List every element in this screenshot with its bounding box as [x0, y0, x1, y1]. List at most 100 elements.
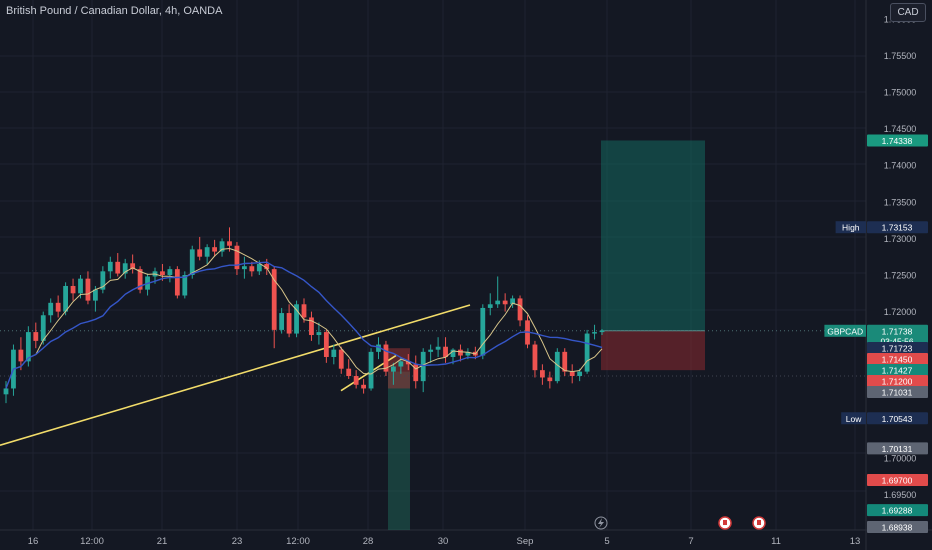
candle-body: [197, 249, 203, 257]
candle-body: [40, 315, 46, 341]
candle-body: [227, 241, 232, 246]
candle-body: [331, 349, 337, 357]
candle-body: [93, 289, 98, 301]
candle-body: [562, 351, 568, 372]
candle-body: [212, 247, 217, 252]
candle-body: [413, 364, 419, 382]
long-target-zone: [601, 140, 705, 331]
candle-body: [338, 349, 344, 369]
price-label-value: 1.70131: [882, 444, 913, 454]
candle-body: [18, 349, 24, 362]
price-label-level: 1.69288: [867, 504, 928, 517]
y-tick-label: 1.72000: [884, 307, 917, 317]
x-tick-label: 23: [232, 536, 243, 547]
candle-body: [383, 344, 389, 372]
price-label-box: [867, 221, 928, 234]
price-label-countdown: 03:45:56: [880, 336, 913, 346]
candle-body: [219, 241, 225, 252]
candle-body: [25, 332, 31, 362]
price-label-box: [867, 342, 928, 354]
candle-body: [405, 361, 411, 365]
candle-body: [182, 275, 188, 296]
flag-canada-icon-2[interactable]: [752, 516, 766, 530]
x-tick-label: 12:00: [286, 536, 310, 547]
candle-body: [294, 304, 299, 334]
candle-body: [502, 300, 508, 305]
long-stop-zone: [601, 330, 705, 371]
price-label-level: 1.70131: [867, 442, 928, 455]
candle-body: [189, 249, 195, 275]
candle-body: [301, 304, 307, 318]
candle-body: [584, 333, 590, 372]
price-label-tag-text: GBPCAD: [827, 326, 863, 336]
candle-body: [480, 307, 486, 356]
x-tick-label: 28: [363, 536, 374, 547]
y-tick-label: 1.69500: [884, 490, 917, 500]
candle-body: [174, 269, 180, 296]
lightning-icon-bolt: [598, 518, 604, 528]
flag-canada-icon[interactable]: [718, 516, 732, 530]
y-tick-label: 1.70000: [884, 454, 917, 464]
price-label-level: 1.69700: [867, 473, 928, 486]
price-label-value: 1.71200: [882, 377, 913, 387]
y-tick-label: 1.75000: [884, 88, 917, 98]
x-tick-label: 21: [157, 536, 168, 547]
candle-body: [599, 330, 605, 333]
x-tick-label: 13: [850, 536, 861, 547]
flag-canada-icon-leaf: [757, 520, 761, 525]
x-tick-label: 11: [771, 536, 781, 547]
candle-body: [428, 349, 434, 352]
price-label-value: 1.69700: [882, 475, 913, 485]
candle-body: [85, 278, 91, 301]
price-label-box: [867, 324, 928, 347]
candle-body: [234, 245, 240, 270]
x-tick-label: 30: [438, 536, 449, 547]
price-label-target: 1.74338: [867, 134, 928, 147]
price-label-tag: [841, 412, 866, 425]
price-label-box: [867, 386, 928, 398]
candle-body: [130, 263, 136, 270]
candle-body: [554, 351, 560, 382]
price-label-value: 1.71738: [882, 326, 913, 336]
price-label-box: [867, 134, 928, 147]
ma-slow-line: [5, 261, 603, 389]
candle-body: [264, 264, 270, 270]
price-label-value: 1.71723: [882, 344, 913, 354]
price-label-tag: [824, 324, 866, 337]
x-tick-label: 7: [688, 536, 693, 547]
candle-body: [495, 300, 501, 305]
candle-body: [55, 302, 61, 312]
candle-body: [443, 346, 448, 357]
lightning-icon-ring: [594, 516, 608, 530]
candle-body: [391, 366, 396, 372]
price-label-level: 1.71723: [867, 342, 928, 354]
candle-body: [569, 371, 575, 377]
trendline-long: [0, 304, 471, 447]
candle-body: [458, 349, 463, 356]
price-label-stop: 1.71200: [867, 375, 928, 387]
price-label-high: High 1.73153: [835, 221, 928, 234]
candle-body: [398, 361, 404, 367]
lightning-icon[interactable]: [594, 516, 608, 530]
price-label-value: 1.69288: [882, 506, 913, 516]
currency-button[interactable]: CAD: [890, 3, 926, 22]
candle-body: [78, 278, 83, 294]
y-tick-label: 1.74000: [884, 161, 917, 171]
x-tick-label: 16: [28, 536, 39, 547]
candle-body: [115, 261, 121, 274]
candle-body: [323, 332, 329, 357]
candle-body: [487, 304, 493, 308]
candle-body: [160, 271, 165, 275]
candle-body: [540, 370, 545, 378]
candle-body: [167, 269, 173, 275]
y-tick-label: 1.75500: [884, 51, 917, 61]
price-label-box: [867, 521, 928, 533]
price-label-tag: [835, 221, 866, 234]
price-label-box: [867, 364, 928, 376]
candle-body: [309, 317, 314, 336]
y-tick-label: 1.74500: [884, 124, 917, 134]
price-label-box: [867, 412, 928, 425]
candle-body: [122, 263, 128, 274]
